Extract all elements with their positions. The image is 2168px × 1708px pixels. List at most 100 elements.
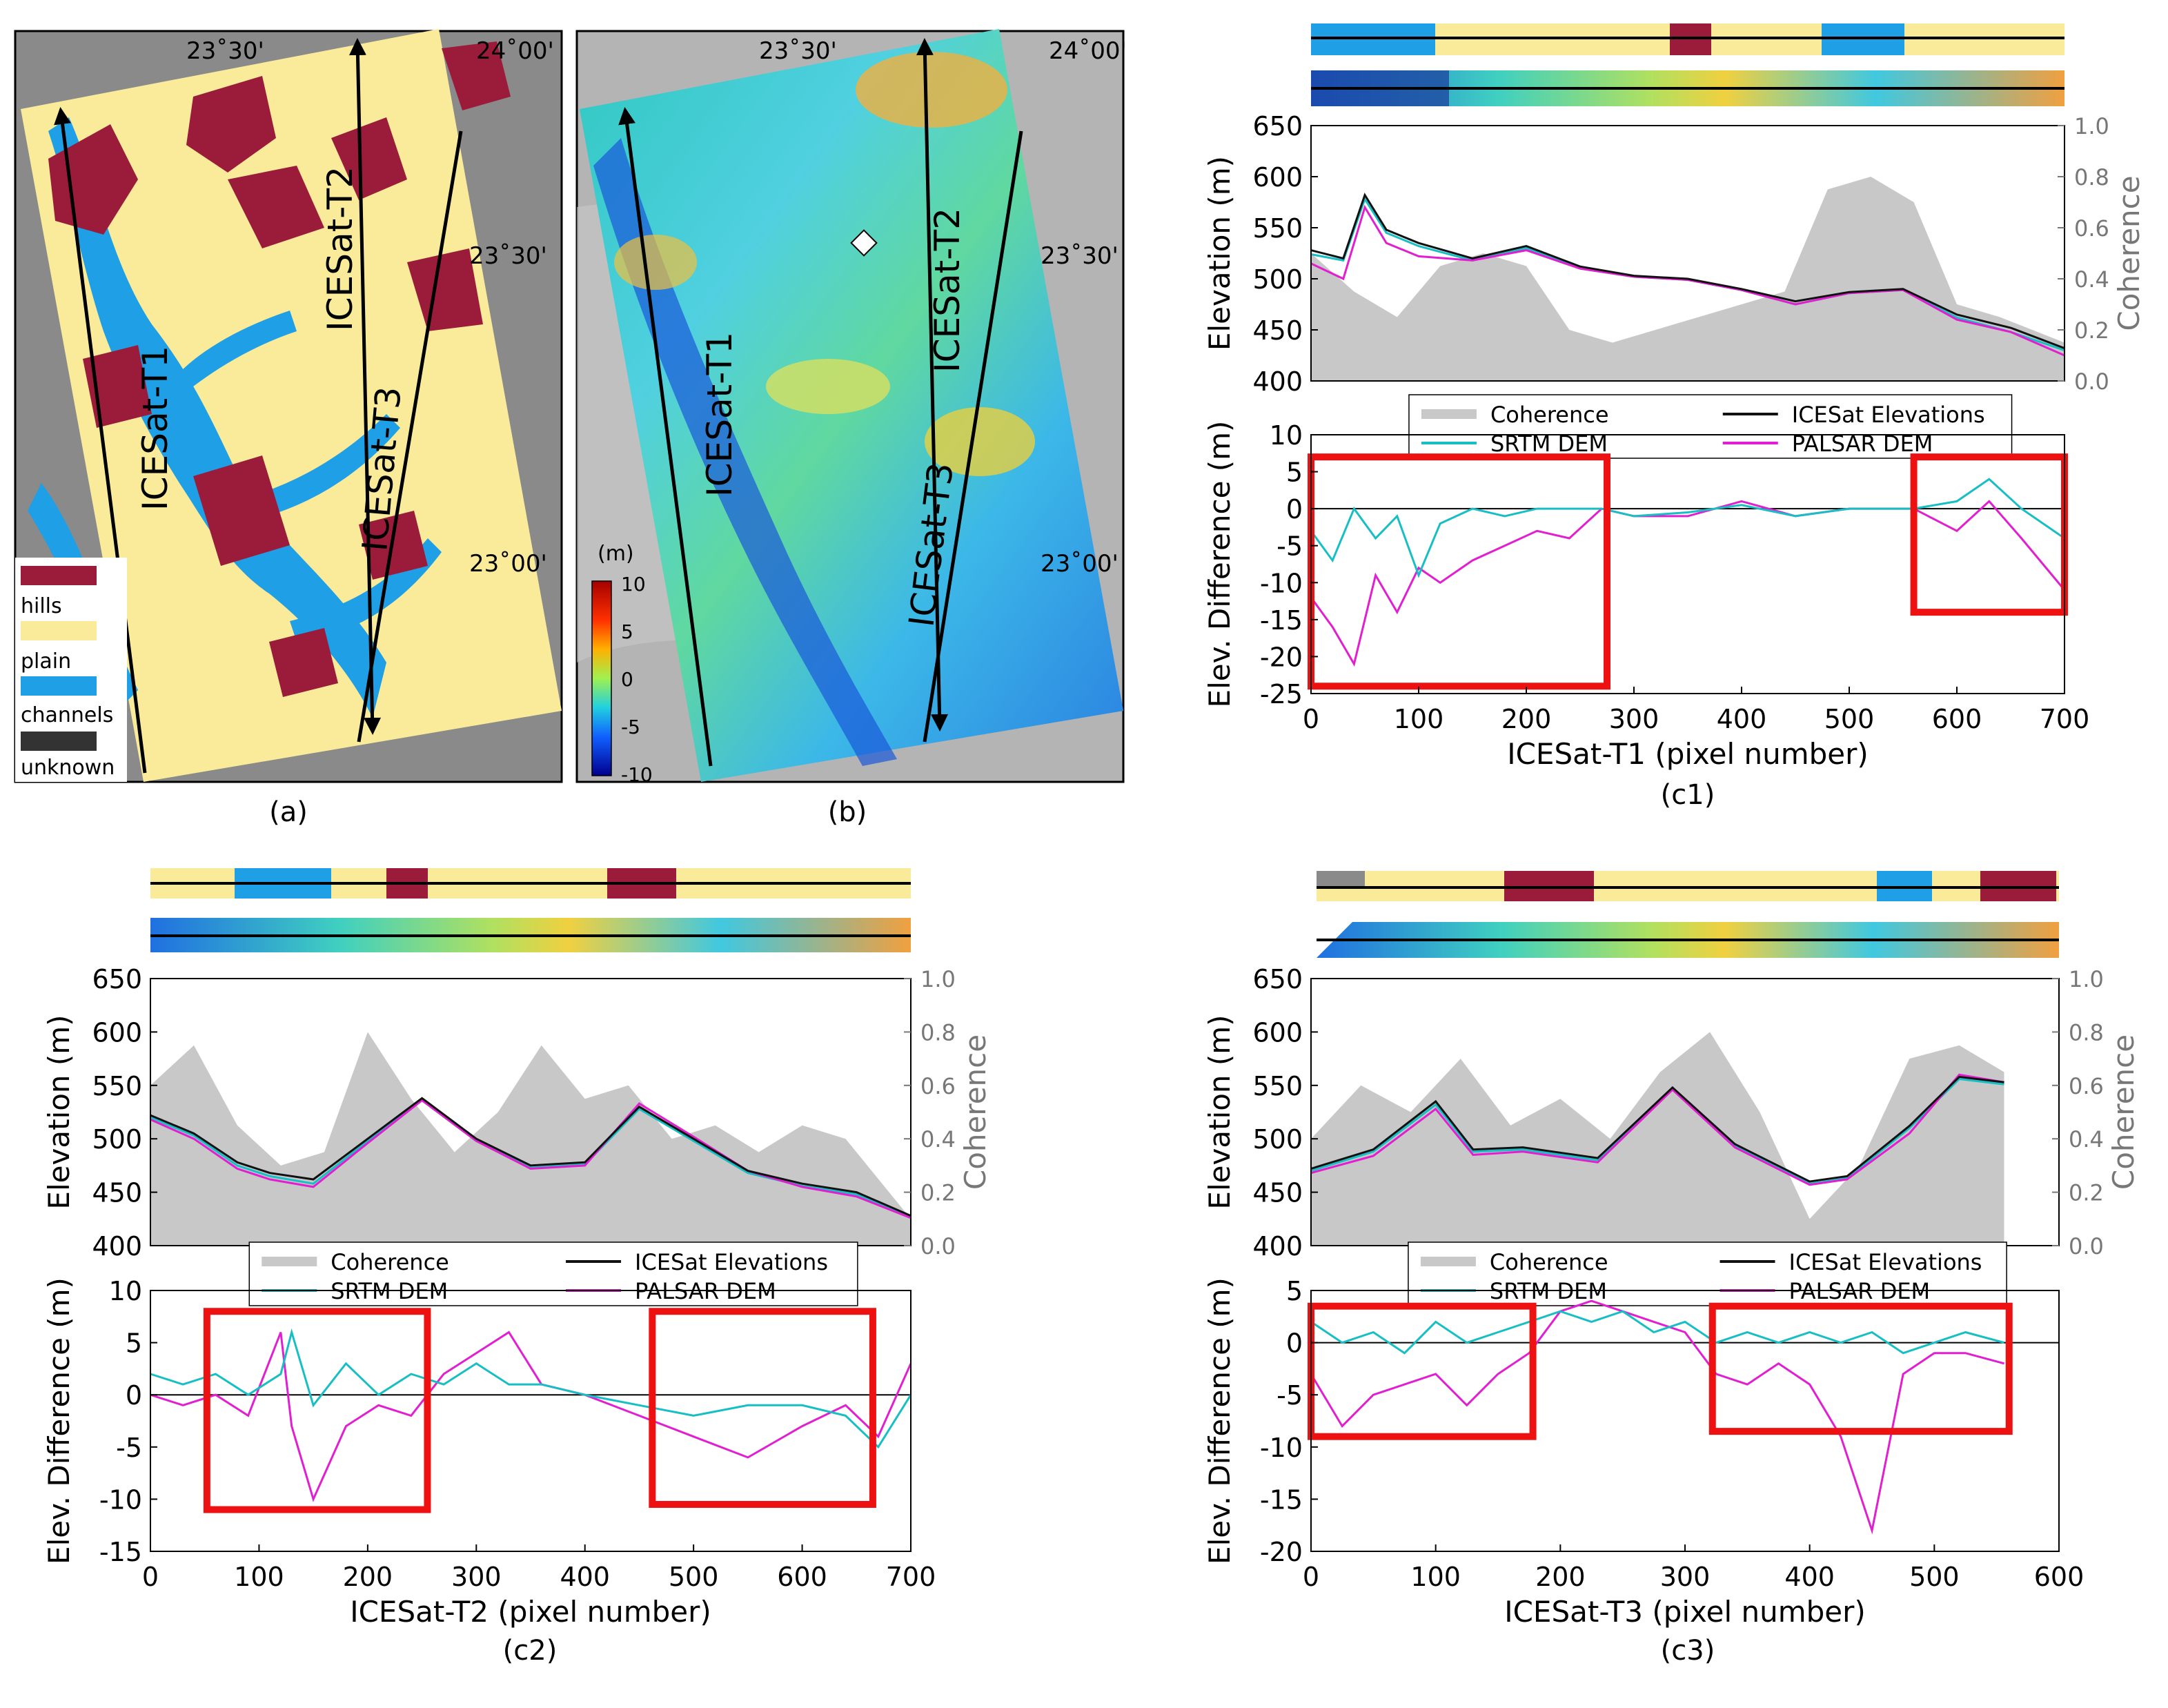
c1-diff-tick-label: -20: [1260, 642, 1303, 672]
c1-coh-tick-label: 0.8: [2074, 164, 2109, 190]
map-a-hills: [193, 455, 290, 566]
c3-x-tick-label: 200: [1535, 1562, 1586, 1592]
map-b-diamond-marker: [850, 229, 878, 257]
c1-x-tick-label: 400: [1717, 704, 1767, 734]
map-a-track-t3-line: [357, 130, 463, 743]
c3-legend-label-coherence: Coherence: [1490, 1249, 1608, 1275]
map-a-channel-branch: [179, 311, 297, 386]
map-b-lon-label: 24˚00': [1049, 37, 1127, 65]
c3-diff-tick-label: -10: [1260, 1433, 1303, 1463]
c3-palsar-diff-line: [1310, 1299, 2004, 1535]
map-a-hills: [186, 76, 276, 173]
c3-x-tick-label: 0: [1303, 1562, 1319, 1592]
c1-x-tick-label: 500: [1824, 704, 1875, 734]
chart-c3: 4004505005506006500.00.20.40.60.81.0Elev…: [1203, 871, 2140, 1667]
c2-coh-tick-label: 0.8: [920, 1019, 956, 1046]
c3-elev-tick-label: 600: [1252, 1017, 1303, 1048]
c3-diff-tick-label: -5: [1277, 1380, 1303, 1411]
c2-coh-tick-label: 0.4: [920, 1126, 956, 1152]
c3-x-tick-label: 600: [2034, 1562, 2085, 1592]
c1-elev-axes: [1310, 125, 2065, 382]
colorbar-tick: 10: [621, 573, 646, 596]
c3-x-tick-label: 100: [1410, 1562, 1461, 1592]
c2-x-tick-label: 700: [886, 1562, 936, 1592]
c3-diff-tick-label: 5: [1286, 1276, 1303, 1306]
c1-diff-tick-label: 10: [1270, 420, 1303, 451]
c1-diff-axes: [1310, 434, 2065, 694]
map-a-track-t1-label: ICESat-T1: [135, 346, 175, 511]
c2-strips: [150, 868, 911, 952]
legend-swatch-channels: [21, 676, 97, 696]
c2-elev-tick-label: 450: [92, 1178, 142, 1208]
c1-coh-tick-label: 0.4: [2074, 266, 2109, 293]
c2-x-tick-label: 300: [451, 1562, 502, 1592]
c2-elev-tick-label: 550: [92, 1071, 142, 1101]
c1-icesat-line: [1310, 193, 2065, 350]
c3-coh-ylabel: Coherence: [2107, 1034, 2140, 1190]
panel-a-caption: (a): [269, 796, 308, 828]
c2-icesat-line: [150, 1097, 911, 1217]
map-a-lat-label: 23˚30': [469, 242, 547, 270]
c2-palsar-line: [150, 1099, 911, 1219]
c3-diff-tick-label: -20: [1260, 1537, 1303, 1567]
legend-label-unknown: unknown: [21, 756, 115, 780]
c2-diff-tick-label: -15: [99, 1537, 142, 1567]
map-b-track-t1-label: ICESat-T1: [700, 332, 740, 497]
c2-diff-tick-label: -5: [116, 1433, 142, 1463]
map-a-lon-label: 24˚00': [476, 37, 554, 65]
c3-diff-tick-label: 0: [1286, 1328, 1303, 1359]
map-b-high-area: [614, 235, 697, 290]
map-a-hills: [442, 41, 511, 110]
c2-palsar-diff-line: [150, 1331, 912, 1502]
c1-coh-tick-label: 0.2: [2074, 317, 2109, 344]
chart-c1: 4004505005506006500.00.20.40.60.81.0Elev…: [1203, 23, 2146, 811]
c1-diff-ylabel: Elev. Difference (m): [1203, 421, 1236, 708]
c3-elev-tick-label: 500: [1252, 1124, 1303, 1155]
c2-xlabel: ICESat-T2 (pixel number): [350, 1595, 711, 1629]
map-a-plain-area: [21, 29, 562, 782]
colorbar-tick: -10: [621, 763, 653, 786]
map-a-track-t2-line: [348, 38, 382, 735]
c2-diff-ylabel: Elev. Difference (m): [42, 1277, 76, 1564]
c1-elev-tick-label: 650: [1252, 111, 1303, 141]
c2-x-tick-label: 100: [234, 1562, 284, 1592]
c2-x-tick-label: 400: [560, 1562, 610, 1592]
c3-x-tick-label: 400: [1784, 1562, 1835, 1592]
legend-label-channels: channels: [21, 703, 113, 727]
map-b-high-area: [856, 52, 1007, 128]
c3-highlight-box: [1308, 1302, 1537, 1440]
c2-x-tick-label: 200: [343, 1562, 393, 1592]
c2-caption: (c2): [503, 1635, 558, 1667]
c1-diff-tick-label: -5: [1277, 531, 1303, 562]
c1-elev-tick-label: 400: [1252, 366, 1303, 397]
c3-elev-ylabel: Elevation (m): [1203, 1014, 1236, 1209]
c1-x-tick-label: 700: [2040, 704, 2090, 734]
legend-label-plain: plain: [21, 649, 71, 674]
c2-highlight-box: [649, 1308, 876, 1508]
c3-diff-ylabel: Elev. Difference (m): [1203, 1277, 1236, 1564]
map-b-lat-label: 23˚00': [1041, 550, 1119, 578]
c1-x-tick-label: 0: [1303, 704, 1319, 734]
c2-coh-tick-label: 0.0: [920, 1233, 956, 1259]
c3-coh-tick-label: 1.0: [2069, 966, 2104, 992]
c1-x-tick-label: 200: [1501, 704, 1552, 734]
c1-diff-tick-label: -15: [1260, 605, 1303, 636]
c2-coh-tick-label: 0.6: [920, 1073, 956, 1099]
c3-coh-tick-label: 0.4: [2069, 1126, 2104, 1152]
map-a-track-t1-line: [54, 107, 147, 774]
chart-c2: 4004505005506006500.00.20.40.60.81.0Elev…: [42, 868, 992, 1667]
panel-b: ICESat-T1 ICESat-T2 ICESat-T3 23˚30' 24˚…: [575, 29, 1127, 828]
c3-elev-tick-label: 550: [1252, 1071, 1303, 1101]
map-a-legend: hills plain channels unknown: [21, 566, 115, 780]
c2-diff-tick-label: 10: [109, 1276, 142, 1306]
c1-diff-tick-label: -25: [1260, 679, 1303, 709]
legend-swatch-hills: [21, 566, 97, 585]
c1-x-tick-label: 600: [1932, 704, 1982, 734]
c2-x-tick-label: 500: [669, 1562, 719, 1592]
c1-coherence-area: [1311, 177, 2064, 381]
map-b-low-band: [593, 138, 897, 766]
c3-elev-tick-label: 450: [1252, 1178, 1303, 1208]
c2-legend-label-coherence: Coherence: [331, 1249, 449, 1275]
c1-elev-tick-label: 450: [1252, 315, 1303, 346]
